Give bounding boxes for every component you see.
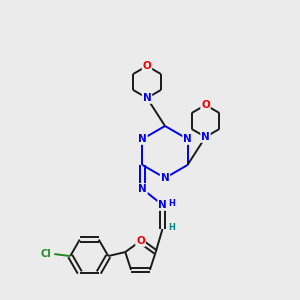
Text: N: N — [142, 93, 152, 103]
Text: O: O — [142, 61, 152, 71]
Text: H: H — [168, 199, 175, 208]
Text: N: N — [160, 173, 169, 183]
Text: O: O — [136, 236, 145, 246]
Text: Cl: Cl — [41, 249, 52, 259]
Text: N: N — [158, 200, 167, 210]
Text: N: N — [183, 134, 192, 144]
Text: O: O — [201, 100, 210, 110]
Text: N: N — [138, 184, 147, 194]
Text: N: N — [201, 132, 210, 142]
Text: H: H — [168, 223, 175, 232]
Text: N: N — [138, 134, 147, 144]
